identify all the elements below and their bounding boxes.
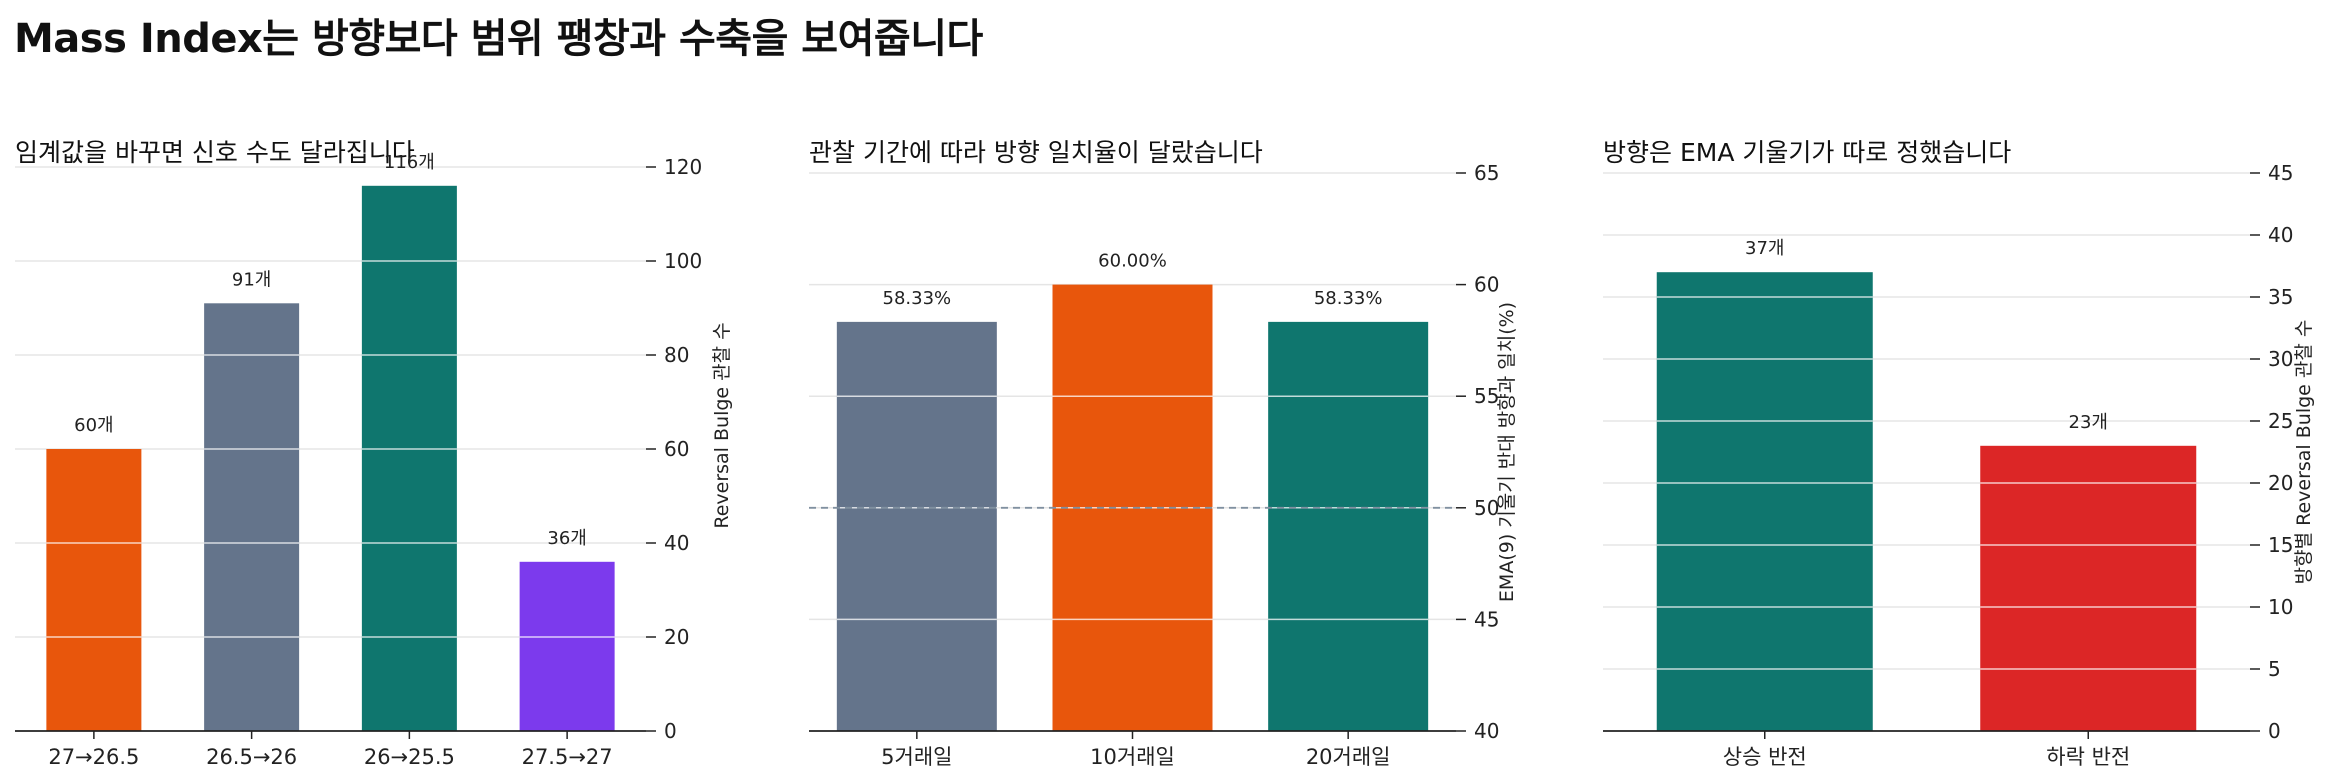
bar-value-label: 23개 [2069,412,2108,433]
y-axis-label: Reversal Bulge 관찰 수 [711,322,733,528]
y-tick-label: 80 [664,343,689,367]
y-tick-label: 50 [1474,496,1499,520]
bar [519,561,615,731]
y-tick-label: 45 [1474,607,1499,631]
bar-value-label: 91개 [232,269,271,290]
bar-value-label: 37개 [1745,238,1784,259]
bar [1980,445,2197,731]
x-tick-label: 상승 반전 [1723,745,1807,769]
bar [361,185,457,732]
y-tick-label: 20 [664,625,689,649]
y-tick-label: 0 [664,719,677,743]
y-tick-label: 10 [2268,595,2293,619]
y-tick-label: 40 [2268,223,2293,247]
x-tick-label: 하락 반전 [2046,745,2130,769]
y-tick-label: 35 [2268,285,2293,309]
x-tick-label: 20거래일 [1306,745,1391,769]
y-axis-label: EMA(9) 기울기 반대 방향과 일치(%) [1496,302,1518,602]
bar-value-label: 60개 [74,415,113,436]
panel-title: 관찰 기간에 따라 방향 일치율이 달랐습니다 [809,138,1263,167]
chart-panel-3: 방향은 EMA 기울기가 따로 정했습니다 0 5 10 15 20 25 30 35 40 45 3… [1603,138,2315,769]
y-tick-label: 120 [664,155,702,179]
y-tick-label: 65 [1474,161,1499,185]
panel-title: 방향은 EMA 기울기가 따로 정했습니다 [1603,138,2011,167]
bar [836,321,997,731]
x-tick-label: 27.5→27 [522,745,613,769]
chart-panel-1: 임계값을 바꾸면 신호 수도 달라집니다 0 20 40 60 80 100 120 60개 27… [15,138,733,769]
bar-value-label: 58.33% [883,288,952,309]
x-tick-label: 10거래일 [1090,745,1175,769]
bar [1656,272,1873,731]
y-tick-label: 0 [2268,719,2281,743]
bar [1268,321,1429,731]
bar [204,303,300,731]
main-title: Mass Index는 방향보다 범위 팽창과 수축을 보여줍니다 [14,16,983,62]
y-tick-label: 5 [2268,657,2281,681]
y-axis-label: 방향별 Reversal Bulge 관찰 수 [2293,320,2315,585]
bar-value-label: 36개 [547,528,586,549]
x-tick-label: 5거래일 [881,745,952,769]
y-tick-label: 40 [1474,719,1499,743]
y-tick-label: 20 [2268,471,2293,495]
y-tick-label: 25 [2268,409,2293,433]
y-tick-label: 55 [1474,384,1499,408]
y-tick-label: 30 [2268,347,2293,371]
bar [46,449,142,731]
bar-value-label: 60.00% [1098,251,1167,272]
x-tick-label: 26.5→26 [206,745,297,769]
chart-panel-2: 관찰 기간에 따라 방향 일치율이 달랐습니다 40 45 50 55 60 65 58.33… [809,138,1518,769]
panel-title: 임계값을 바꾸면 신호 수도 달라집니다 [15,138,415,167]
x-tick-label: 26→25.5 [364,745,455,769]
bar-value-label: 58.33% [1314,288,1383,309]
y-tick-label: 15 [2268,533,2293,557]
y-tick-label: 60 [1474,273,1499,297]
y-tick-label: 60 [664,437,689,461]
y-tick-label: 45 [2268,161,2293,185]
y-tick-label: 40 [664,531,689,555]
y-tick-label: 100 [664,249,702,273]
x-tick-label: 27→26.5 [48,745,139,769]
bar-value-label: 116개 [384,152,435,173]
